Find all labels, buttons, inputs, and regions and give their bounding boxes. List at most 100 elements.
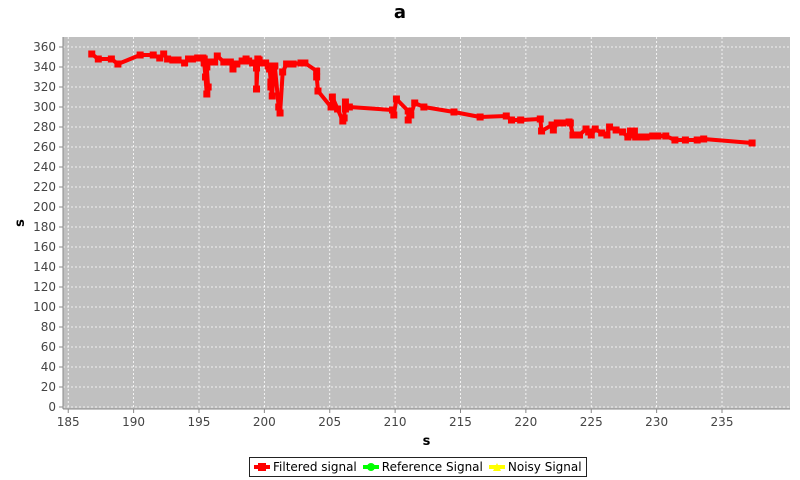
data-point (275, 103, 283, 111)
x-tick-label: 210 (384, 415, 407, 429)
data-point (233, 60, 241, 68)
data-point (226, 58, 234, 66)
data-point (169, 56, 177, 64)
data-point (345, 103, 353, 111)
data-point (185, 55, 193, 63)
data-point (517, 116, 525, 124)
y-tick-label: 80 (41, 320, 56, 334)
data-point (200, 59, 208, 67)
data-point (548, 121, 556, 129)
data-point (204, 83, 212, 91)
y-tick-label: 300 (33, 100, 56, 114)
x-tick-label: 205 (318, 415, 341, 429)
data-point (671, 136, 679, 144)
data-point (253, 85, 261, 93)
x-tick-label: 235 (711, 415, 734, 429)
data-point (253, 64, 261, 72)
data-point (407, 111, 415, 119)
legend-label: Filtered signal (273, 460, 357, 474)
legend-item: Reference Signal (362, 460, 483, 474)
data-point (536, 115, 544, 123)
data-point (389, 106, 397, 114)
data-point (203, 90, 211, 98)
data-point (662, 132, 670, 140)
y-tick-label: 220 (33, 180, 56, 194)
y-tick-label: 200 (33, 200, 56, 214)
data-point (538, 127, 546, 135)
y-tick-label: 340 (33, 60, 56, 74)
legend-marker (366, 463, 375, 471)
legend-item: Filtered signal (254, 460, 357, 474)
legend-label: Reference Signal (381, 460, 483, 474)
data-point (213, 52, 221, 60)
data-point (619, 128, 627, 136)
data-point (289, 60, 297, 68)
data-point (174, 56, 182, 64)
data-point (681, 136, 689, 144)
data-point (194, 54, 202, 62)
x-tick-label: 225 (580, 415, 603, 429)
data-point (569, 131, 577, 139)
data-point (164, 55, 172, 63)
data-point (626, 127, 634, 135)
x-tick-label: 195 (188, 415, 211, 429)
data-point (598, 129, 606, 137)
data-point (156, 54, 164, 62)
data-point (334, 105, 342, 113)
x-tick-label: 230 (645, 415, 668, 429)
data-point (279, 68, 287, 76)
data-point (748, 139, 756, 147)
data-point (313, 67, 321, 75)
data-point (549, 126, 557, 134)
data-point (636, 133, 644, 141)
y-tick-label: 120 (33, 280, 56, 294)
data-point (266, 65, 274, 73)
data-point (107, 55, 115, 63)
legend-label: Noisy Signal (507, 460, 582, 474)
data-point (149, 51, 157, 59)
legend-marker (492, 463, 501, 471)
data-point (340, 114, 348, 122)
data-point (267, 78, 275, 86)
x-axis-label: s (423, 434, 431, 449)
data-point (283, 60, 291, 68)
chart-title: a (393, 2, 407, 23)
data-point (301, 59, 309, 67)
legend-swatch (362, 462, 379, 472)
data-point (502, 112, 510, 120)
x-tick-label: 215 (449, 415, 472, 429)
data-point (229, 65, 237, 73)
y-tick-label: 180 (33, 220, 56, 234)
legend-marker (258, 463, 266, 471)
data-point (220, 58, 228, 66)
y-tick-label: 40 (41, 360, 56, 374)
data-point (649, 132, 657, 140)
x-tick-label: 220 (514, 415, 537, 429)
data-point (314, 87, 322, 95)
data-point (628, 131, 636, 139)
legend-swatch (488, 462, 505, 472)
data-point (411, 99, 419, 107)
x-tick-label: 190 (122, 415, 145, 429)
data-point (558, 119, 566, 127)
data-point (700, 135, 708, 143)
data-point (245, 57, 253, 65)
data-point (632, 133, 640, 141)
data-point (606, 123, 614, 131)
data-point (328, 93, 336, 101)
data-point (624, 133, 632, 141)
data-point (341, 98, 349, 106)
data-point (205, 58, 213, 66)
grid-lines (63, 37, 790, 409)
legend-swatch (254, 462, 270, 472)
legend-item: Noisy Signal (488, 460, 582, 474)
data-point (313, 73, 321, 81)
data-point (200, 55, 208, 63)
y-tick-label: 160 (33, 240, 56, 254)
data-point (392, 95, 400, 103)
data-point (630, 127, 638, 135)
data-point (404, 107, 412, 115)
data-point (390, 111, 398, 119)
data-point (238, 57, 246, 65)
